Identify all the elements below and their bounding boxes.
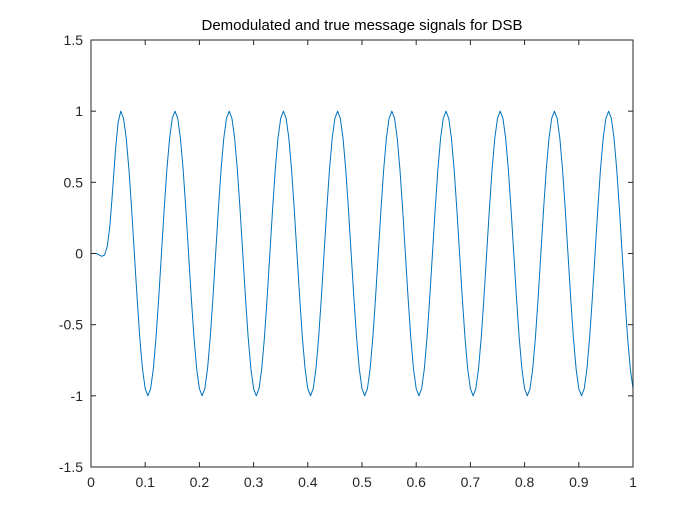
x-tick-label: 0.5 bbox=[352, 474, 372, 490]
x-tick-label: 0.4 bbox=[298, 474, 318, 490]
x-tick-label: 0.1 bbox=[135, 474, 155, 490]
x-tick-label: 0.6 bbox=[406, 474, 426, 490]
x-tick-labels: 0 0.1 0.2 0.3 0.4 0.5 0.6 0.7 0.8 0.9 1 bbox=[87, 474, 637, 490]
y-tick-label: -0.5 bbox=[59, 317, 83, 333]
series-layer bbox=[91, 110, 634, 397]
y-tick-label: 1 bbox=[75, 103, 83, 119]
x-tick-label: 1 bbox=[629, 474, 637, 490]
x-tick-label: 0 bbox=[87, 474, 95, 490]
y-tick-label: 1.5 bbox=[64, 32, 84, 48]
chart-title: Demodulated and true message signals for… bbox=[201, 17, 522, 34]
y-tick-label: -1 bbox=[71, 388, 84, 404]
y-tick-label: -1.5 bbox=[59, 459, 83, 475]
axes-box bbox=[90, 39, 634, 468]
series-line-0 bbox=[91, 110, 634, 397]
x-tick-label: 0.3 bbox=[244, 474, 264, 490]
axes-background bbox=[91, 40, 633, 467]
y-tick-label: 0.5 bbox=[64, 174, 84, 190]
x-tick-label: 0.7 bbox=[461, 474, 481, 490]
x-tick-label: 0.2 bbox=[190, 474, 210, 490]
y-tick-labels: -1.5 -1 -0.5 0 0.5 1 1.5 bbox=[59, 32, 83, 475]
x-tick-label: 0.8 bbox=[515, 474, 535, 490]
x-tick-label: 0.9 bbox=[569, 474, 589, 490]
y-tick-label: 0 bbox=[75, 246, 83, 262]
